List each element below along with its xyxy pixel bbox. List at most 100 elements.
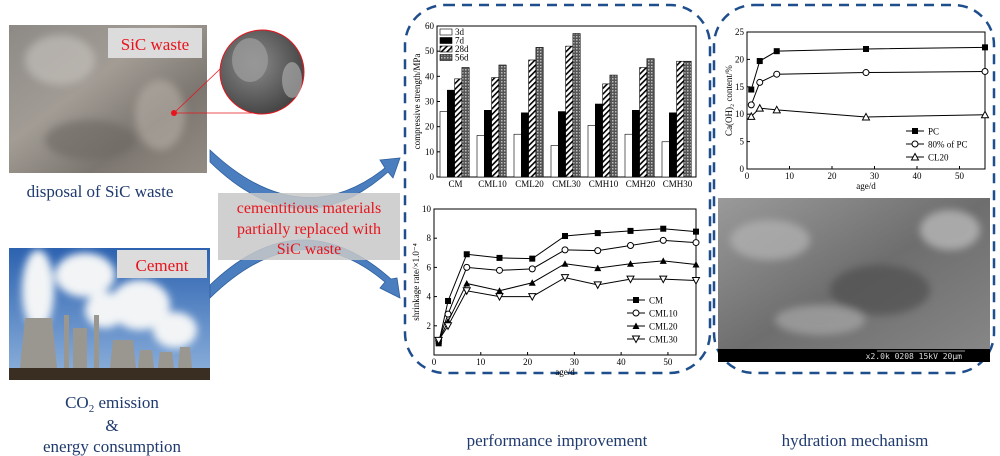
data-point [658,275,668,284]
bar-CMH20-7d [631,110,640,178]
x-tick-label: CMH20 [626,179,656,189]
legend-marker [631,335,641,344]
x-tick-label: 10 [476,357,486,367]
y-tick-label: 4 [427,292,432,302]
cement-plant-photo: Cement [9,248,210,380]
bar-CML20-7d [520,112,529,178]
data-point [747,101,755,109]
x-tick-label: 40 [617,357,627,367]
legend-marker [911,140,919,148]
bar-CM-7d [446,89,455,178]
series-line-CML10 [438,239,697,341]
x-tick-label: CML20 [515,179,544,189]
y-tick-label: 0 [740,164,745,174]
legend-label: CML10 [649,309,678,319]
legend-swatch-3d [439,28,453,36]
replacement-line-1: cementitious materials [237,200,381,217]
data-point [528,279,536,286]
legend-marker [912,128,918,134]
bar-CML10-3d [476,135,485,178]
legend-label: 3d [455,27,465,37]
replacement-box [218,193,400,260]
data-point [495,293,504,302]
x-tick-label: 30 [570,357,580,367]
bar-CML30-56d [572,33,581,178]
data-point [660,225,667,232]
data-point [746,111,756,120]
x-tick-label: 50 [955,171,965,181]
legend-label: PC [928,127,939,137]
data-point [594,264,602,272]
y-tick-label: 8 [427,233,432,243]
data-point [861,112,871,121]
x-tick-label: 50 [663,357,673,367]
data-point [561,260,569,267]
data-point [593,281,603,290]
bar-CMH30-56d [683,60,692,178]
x-tick-label: 40 [913,171,923,181]
x-tick-label: 30 [870,171,880,181]
data-point [981,67,989,75]
cement-label-box [117,250,207,278]
legend-swatch-7d [439,37,453,44]
hydration-panel [712,3,996,375]
x-tick-label: 20 [828,171,838,181]
legend-swatch-28d [439,45,453,53]
data-point [691,277,701,286]
y-tick-label: 10 [425,147,435,157]
x-tick-label: CMH10 [589,179,619,189]
data-point [627,227,634,234]
legend-label: CML20 [649,322,678,332]
sic-waste-label: SiC waste [121,35,189,54]
compressive-strength-chart: 0 10 20 30 40 50 60 compressive strength/MPa CM C… [412,21,697,189]
x-tick-label: 10 [785,171,795,181]
y-tick-label: 50 [425,46,435,56]
legend-marker [910,152,920,161]
y-axis-label: shrinkage rate/×1.0⁻⁴ [411,243,421,320]
calcium-hydroxide-chart: 0 5 10 15 20 25 0 10 20 30 40 50 age/d Ca(OH)₂ conten… [724,27,990,191]
bar-CMH10-7d [594,103,603,178]
y-tick-label: 15 [735,82,745,92]
series-line-PC [750,46,986,90]
bar-CM-28d [454,78,463,178]
data-point [434,336,444,345]
data-point [755,103,765,112]
data-point [496,254,503,261]
bar-CMH10-28d [602,83,611,178]
legend-label: 28d [455,44,469,54]
series-line-CML20 [438,260,697,341]
ampersand-caption: & [105,416,118,435]
bar-CML20-56d [535,47,544,178]
x-tick-label: CM [448,179,462,189]
replacement-line-2: partially replaced with [237,221,381,238]
data-point [560,274,570,283]
x-tick-label: 20 [523,357,533,367]
x-tick-label: CML30 [552,179,581,189]
x-axis-label: age/d [856,181,876,191]
bar-CMH20-3d [624,133,633,178]
bar-CM-3d [439,111,448,178]
data-point [773,70,781,78]
hydration-caption: hydration mechanism [782,431,929,450]
performance-caption: performance improvement [467,431,648,450]
legend-label: CM [649,296,663,306]
legend-marker [632,322,640,329]
y-tick-label: 6 [427,262,432,272]
x-tick-label: 0 [745,171,750,181]
y-tick-label: 5 [740,137,745,147]
data-point [462,287,472,296]
sem-scale-bar-text: x2.0k 0208 15kV 20µm [866,352,963,361]
data-point [756,58,763,65]
data-point [862,69,870,77]
legend-marker [633,297,639,303]
y-tick-label: 0 [430,172,435,182]
x-axis-label: age/d [555,367,575,377]
bar-CML30-28d [565,45,574,178]
data-point [444,310,452,318]
data-point [463,263,471,271]
data-point [626,275,635,284]
sem-micrograph: x2.0k 0208 15kV 20µm [718,198,990,362]
y-tick-label: 25 [735,27,745,37]
sic-label-box [108,28,202,58]
data-point [756,78,764,86]
